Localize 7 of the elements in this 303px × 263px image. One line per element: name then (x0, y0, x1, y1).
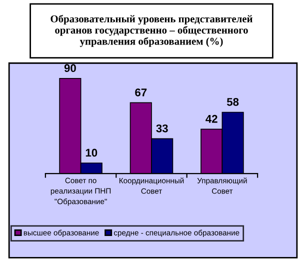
data-label: 90 (64, 64, 76, 72)
chart-title: Образовательный уровень представителей органов государственно – общественного управления образованием (%) (50, 14, 252, 47)
data-label: 33 (156, 124, 168, 132)
data-label: 10 (86, 148, 98, 157)
data-label: 58 (226, 98, 239, 106)
data-label: 42 (206, 114, 218, 123)
data-label: 67 (135, 88, 147, 96)
